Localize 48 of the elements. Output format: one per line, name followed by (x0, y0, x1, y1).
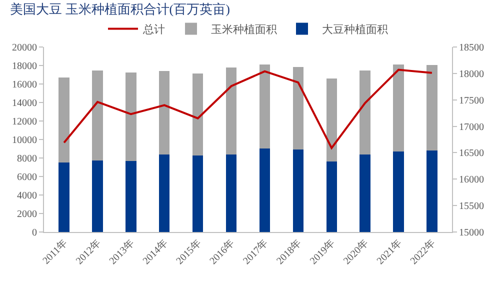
y-tick-label: 20000 (12, 42, 37, 54)
bar (259, 148, 270, 232)
y-tick-label: 8000 (17, 154, 37, 164)
bar (292, 67, 304, 150)
y2-tick-label: 17500 (459, 95, 484, 106)
bar (360, 154, 370, 232)
bar (92, 70, 103, 160)
y-tick-label: 0 (32, 228, 37, 238)
bar (426, 65, 438, 150)
y2-tick-label: 17000 (459, 122, 484, 133)
bar (58, 162, 70, 232)
y-tick-label: 18000 (12, 61, 37, 72)
y-tick-label: 2000 (17, 209, 37, 220)
bar (126, 160, 136, 232)
bar (326, 78, 337, 162)
y-tick-label: 14000 (12, 98, 37, 109)
y-tick-label: 4000 (17, 190, 37, 202)
y2-tick-label: 15000 (459, 228, 484, 238)
bar (226, 154, 237, 232)
bar (192, 73, 204, 156)
y2-tick-label: 15500 (459, 201, 484, 212)
bar (426, 150, 438, 232)
bar (159, 71, 170, 154)
bar (92, 160, 103, 232)
y2-tick-label: 18000 (459, 68, 484, 80)
y2-tick-label: 16000 (459, 174, 484, 186)
y2-tick-label: 18500 (459, 42, 484, 54)
y-tick-label: 12000 (12, 116, 37, 128)
bar (226, 67, 237, 155)
legend-label: 总计 (142, 23, 165, 36)
chart-title: 美国大豆 玉米种植面积合计(百万英亩) (10, 1, 230, 16)
bar (393, 151, 404, 232)
bar (159, 154, 170, 232)
legend-label: 大豆种植面积 (322, 23, 388, 36)
legend-label: 玉米种植面积 (211, 23, 277, 36)
bar (126, 72, 136, 161)
line-series (63, 68, 433, 149)
y2-tick-label: 16500 (459, 148, 484, 160)
bar (192, 155, 204, 232)
bar (259, 64, 270, 148)
y-tick-label: 10000 (12, 135, 37, 146)
y-tick-label: 16000 (12, 80, 37, 90)
y-tick-label: 6000 (17, 172, 37, 183)
bar (58, 77, 70, 162)
bar (326, 161, 337, 232)
bar (393, 64, 404, 152)
bar (292, 149, 304, 232)
bar (360, 70, 370, 155)
